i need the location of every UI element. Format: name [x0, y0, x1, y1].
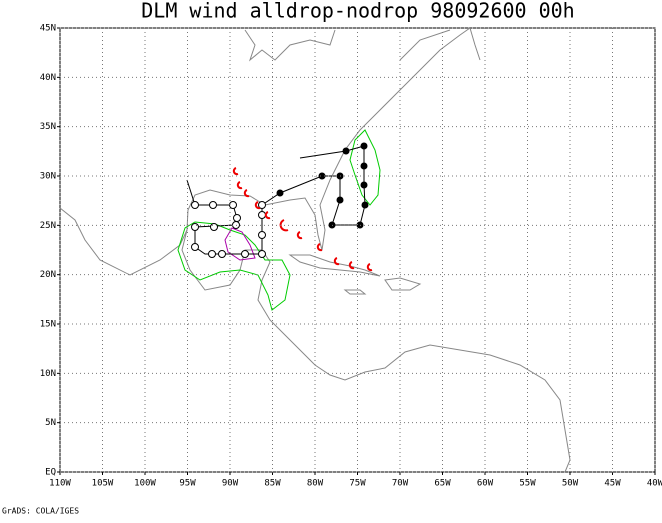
- lon-tick-label: 60W: [477, 479, 494, 489]
- lon-tick-label: 45W: [604, 479, 621, 489]
- coastlines: [59, 27, 571, 473]
- contours: [177, 129, 381, 311]
- footer: GrADS: COLA/IGES: [2, 507, 79, 516]
- lat-tick-label: 15N: [40, 320, 56, 330]
- lat-tick-label: 10N: [40, 369, 56, 379]
- lon-tick-label: 105W: [92, 479, 114, 489]
- lat-tick-label: EQ: [45, 468, 56, 478]
- lon-tick-label: 70W: [392, 479, 409, 489]
- lon-tick-label: 80W: [307, 479, 324, 489]
- storm-symbols: [232, 167, 373, 272]
- lat-tick-label: 20N: [40, 270, 56, 280]
- lon-tick-label: 90W: [222, 479, 239, 489]
- lon-tick-label: 65W: [434, 479, 451, 489]
- lon-tick-label: 100W: [134, 479, 156, 489]
- lon-tick-label: 110W: [49, 479, 71, 489]
- title: DLM wind alldrop-nodrop 98092600 00h: [141, 0, 574, 23]
- lat-tick-label: 25N: [40, 221, 56, 231]
- frame: [59, 27, 656, 473]
- lon-tick-label: 75W: [349, 479, 366, 489]
- lon-tick-label: 50W: [562, 479, 579, 489]
- lat-tick-label: 40N: [40, 73, 56, 83]
- lon-tick-label: 85W: [264, 479, 281, 489]
- lon-tick-label: 55W: [519, 479, 536, 489]
- lon-tick-label: 40W: [647, 479, 662, 489]
- lat-tick-label: 5N: [45, 418, 56, 428]
- tracks: [186, 142, 369, 258]
- lat-tick-label: 35N: [40, 122, 56, 132]
- lat-tick-label: 45N: [40, 24, 56, 34]
- lon-tick-label: 95W: [179, 479, 196, 489]
- lat-tick-label: 30N: [40, 172, 56, 182]
- axes: 110W 105W 100W 95W 90W 85W 80W 75W 70W 65W 60W 55W 5…: [40, 24, 662, 489]
